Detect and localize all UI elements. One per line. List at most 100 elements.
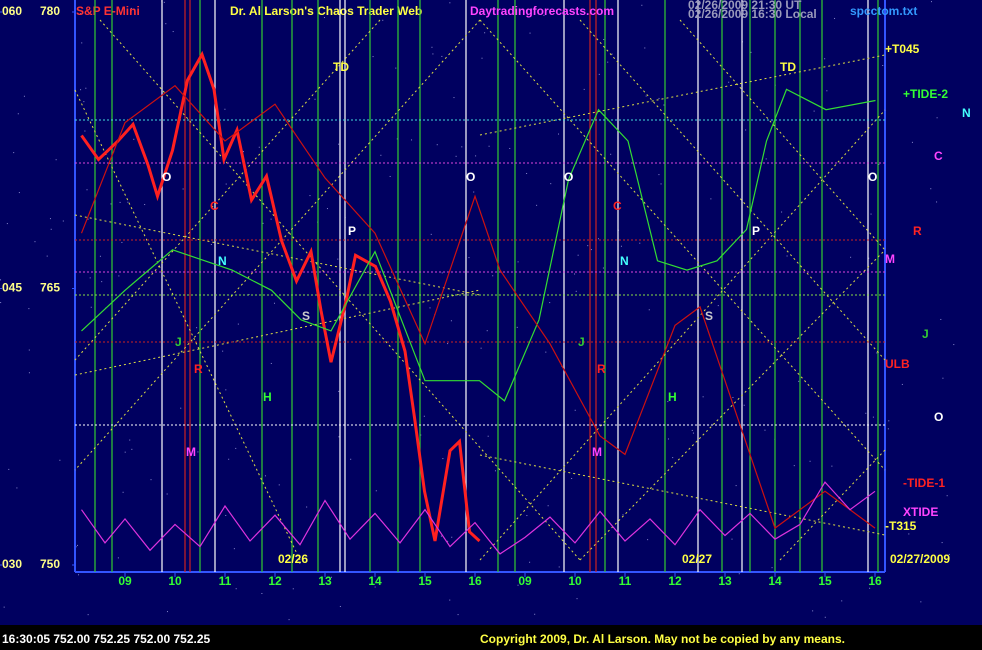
star xyxy=(278,484,280,486)
star xyxy=(590,249,592,251)
star xyxy=(225,514,227,516)
star xyxy=(850,256,852,258)
star xyxy=(80,13,82,15)
star xyxy=(182,188,184,190)
star xyxy=(84,130,86,132)
star xyxy=(78,574,80,576)
star xyxy=(17,113,19,115)
annotation: S xyxy=(705,309,713,323)
x-tick-label: 13 xyxy=(318,574,332,588)
series-line xyxy=(80,84,876,530)
star xyxy=(455,155,457,157)
star xyxy=(197,451,199,453)
star xyxy=(50,228,52,230)
x-tick-label: 09 xyxy=(518,574,532,588)
star xyxy=(644,47,646,49)
star xyxy=(610,153,612,155)
star xyxy=(607,61,609,63)
star xyxy=(308,13,310,15)
star xyxy=(8,468,10,470)
star xyxy=(447,540,449,542)
star xyxy=(509,147,511,149)
star xyxy=(824,616,826,618)
star xyxy=(395,67,397,69)
star xyxy=(235,447,237,449)
star xyxy=(901,383,903,385)
star xyxy=(144,204,146,206)
star xyxy=(865,412,867,414)
star xyxy=(732,396,734,398)
annotation: -TIDE-1 xyxy=(903,476,945,490)
star xyxy=(127,201,129,203)
series-line xyxy=(81,88,876,402)
annotation: 02/26/2009 16:30 Local xyxy=(688,7,817,21)
star xyxy=(90,306,92,308)
star xyxy=(23,95,25,97)
star xyxy=(620,245,622,247)
star xyxy=(812,610,814,612)
star xyxy=(798,380,800,382)
star xyxy=(824,58,826,60)
annotation: H xyxy=(263,390,272,404)
star xyxy=(83,101,85,103)
star xyxy=(261,592,263,594)
star xyxy=(942,377,944,379)
star xyxy=(396,138,398,140)
star xyxy=(3,606,5,608)
star xyxy=(558,566,560,568)
star xyxy=(930,1,932,3)
star xyxy=(870,213,872,215)
annotation: +T045 xyxy=(885,42,920,56)
annotation: M xyxy=(186,445,196,459)
star xyxy=(235,588,237,590)
star xyxy=(372,56,374,58)
annotation: N xyxy=(962,106,971,120)
annotation: spcctom.txt xyxy=(850,4,917,18)
star xyxy=(888,420,890,422)
star xyxy=(210,244,212,246)
star xyxy=(449,2,451,4)
star xyxy=(309,195,311,197)
x-tick-label: 13 xyxy=(718,574,732,588)
annotation: H xyxy=(668,390,677,404)
star xyxy=(517,584,519,586)
star xyxy=(658,97,660,99)
star xyxy=(447,343,449,345)
annotation: 02/27/2009 xyxy=(890,552,950,566)
star xyxy=(622,514,624,516)
star xyxy=(549,302,551,304)
star xyxy=(411,139,413,141)
star xyxy=(930,188,932,190)
star xyxy=(745,129,747,131)
star xyxy=(529,32,531,34)
star xyxy=(872,416,874,418)
star xyxy=(728,81,730,83)
star xyxy=(641,4,643,6)
star xyxy=(940,318,942,320)
star xyxy=(911,141,913,143)
star xyxy=(534,613,536,615)
annotation: Copyright 2009, Dr. Al Larson. May not b… xyxy=(480,632,845,646)
star xyxy=(46,255,48,257)
star xyxy=(574,409,576,411)
star xyxy=(710,198,712,200)
star xyxy=(49,218,51,220)
star xyxy=(28,349,30,351)
star xyxy=(475,155,477,157)
x-tick-label: 16 xyxy=(868,574,882,588)
x-tick-label: 14 xyxy=(368,574,382,588)
star xyxy=(813,110,815,112)
star xyxy=(248,293,250,295)
star xyxy=(87,218,89,220)
star xyxy=(89,277,91,279)
star xyxy=(86,189,88,191)
x-tick-label: 10 xyxy=(168,574,182,588)
star xyxy=(672,457,674,459)
star xyxy=(431,46,433,48)
star xyxy=(488,145,490,147)
annotation: P xyxy=(348,224,356,238)
star xyxy=(273,302,275,304)
star xyxy=(225,389,227,391)
star xyxy=(13,152,15,154)
